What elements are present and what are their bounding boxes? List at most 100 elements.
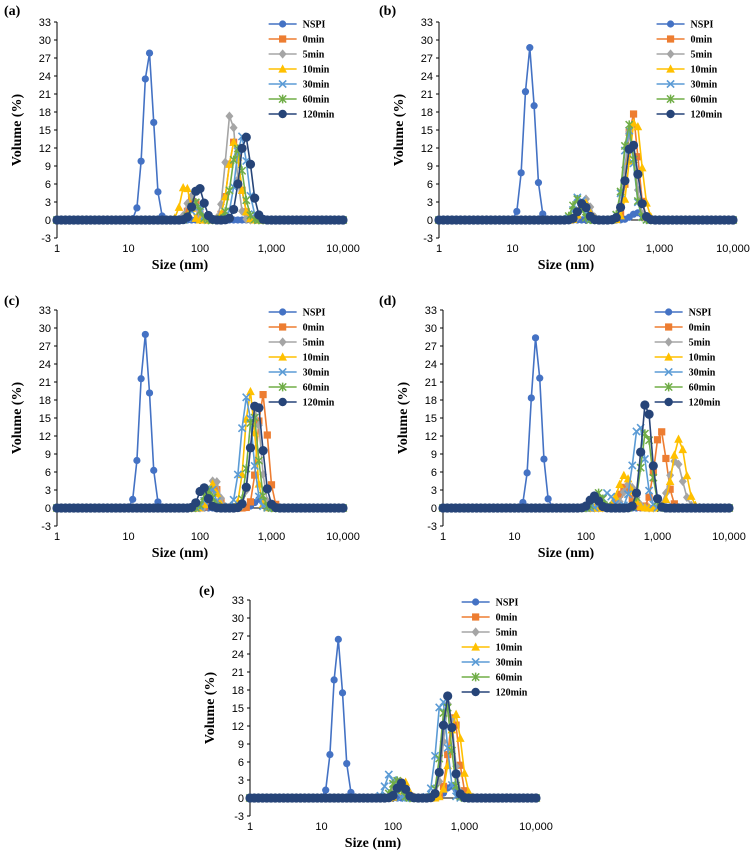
- y-tick-label: 15: [421, 125, 433, 137]
- y-tick-label: 27: [39, 53, 51, 65]
- y-tick-label: 3: [45, 485, 51, 497]
- data-point: [658, 428, 666, 436]
- legend-marker: [278, 367, 287, 377]
- data-point: [620, 483, 628, 491]
- y-tick-label: 18: [425, 395, 437, 407]
- data-point: [674, 434, 683, 443]
- legend-label: 30min: [303, 80, 330, 91]
- legend-marker: [278, 337, 287, 347]
- y-tick-label: 3: [431, 485, 437, 497]
- y-tick-label: 15: [232, 703, 244, 715]
- x-tick-label: 10: [506, 243, 518, 255]
- x-tick-label: 10,000: [712, 531, 746, 543]
- legend-entry-10min: 10min: [268, 352, 330, 364]
- y-tick-label: 6: [238, 757, 244, 769]
- series-line: [57, 52, 343, 221]
- legend-entry-5min: 5min: [461, 627, 518, 639]
- x-tick-label: 1: [436, 243, 442, 255]
- legend-entry-30min: 30min: [654, 368, 716, 379]
- y-tick-label: 12: [421, 143, 433, 155]
- legend-entry-120min: 120min: [268, 397, 335, 409]
- legend-entry-0min: 0min: [654, 323, 711, 334]
- legend-entry-5min: 5min: [654, 337, 711, 349]
- x-tick-label: 10: [508, 531, 520, 543]
- y-tick-label: 30: [39, 323, 51, 335]
- y-axis-title: Volume (%): [203, 672, 218, 745]
- x-tick-label: 10: [122, 531, 134, 543]
- data-point: [623, 490, 633, 499]
- data-point: [129, 495, 137, 503]
- data-point: [682, 470, 692, 480]
- legend-label: 10min: [496, 643, 523, 654]
- legend-label: NSPI: [496, 598, 519, 609]
- data-point: [267, 481, 276, 489]
- y-tick-label: 0: [45, 503, 51, 515]
- legend-label: 60min: [496, 673, 523, 684]
- data-point: [661, 494, 671, 503]
- y-axis-title: Volume (%): [392, 94, 407, 167]
- legend-marker: [666, 64, 675, 73]
- y-tick-label: 6: [431, 467, 437, 479]
- legend-marker: [278, 397, 287, 407]
- data-point: [678, 476, 687, 487]
- legend-entry-60min: 60min: [268, 383, 330, 394]
- data-point: [628, 140, 639, 150]
- legend-marker: [666, 109, 675, 119]
- chart-svg-d: -3 0 3 6 9 12 15 18 21 24 27 30 33 1 10 100 1,000 10,000 S…: [396, 305, 746, 561]
- y-tick-label: 33: [39, 305, 51, 317]
- data-point: [137, 157, 145, 165]
- legend-label: 0min: [303, 323, 325, 334]
- data-point: [263, 431, 271, 439]
- legend-marker: [278, 64, 287, 73]
- chart-panel-d: (d) -3 0 3 6 9 12 15 18 21 24 27 30 33 1 10 100 1,000 10,…: [377, 288, 753, 574]
- legend-entry-5min: 5min: [656, 49, 713, 61]
- legend-label: 0min: [689, 323, 711, 334]
- data-point: [229, 123, 238, 133]
- data-point: [670, 450, 679, 459]
- data-point: [229, 204, 239, 215]
- x-tick-label: 10,000: [519, 821, 553, 833]
- data-point: [258, 446, 268, 456]
- legend-marker: [471, 687, 480, 697]
- panel-label: (c): [4, 294, 20, 309]
- data-point: [237, 185, 247, 194]
- legend-label: 5min: [303, 50, 325, 61]
- legend-label: 5min: [691, 50, 713, 61]
- data-point: [208, 479, 217, 488]
- series-120min: [245, 691, 541, 803]
- y-tick-label: 24: [425, 359, 437, 371]
- y-tick-label: 33: [421, 17, 433, 29]
- y-tick-label: 6: [45, 179, 51, 191]
- data-point: [439, 784, 448, 793]
- data-point: [221, 207, 230, 216]
- data-point: [217, 493, 225, 503]
- legend-label: 10min: [691, 65, 718, 76]
- data-point: [619, 470, 629, 480]
- data-point: [653, 436, 662, 444]
- data-point: [322, 786, 330, 794]
- y-tick-label: 18: [39, 395, 51, 407]
- data-point: [572, 207, 582, 217]
- data-point: [434, 767, 444, 777]
- legend-entry-10min: 10min: [268, 64, 330, 76]
- x-tick-label: 100: [384, 821, 402, 833]
- data-point: [150, 466, 158, 474]
- data-point: [724, 503, 734, 513]
- legend-label: NSPI: [303, 20, 326, 31]
- legend-entry-120min: 120min: [461, 687, 528, 699]
- y-tick-label: 18: [232, 685, 244, 697]
- data-point: [229, 495, 238, 504]
- series-120min: [438, 400, 734, 513]
- data-point: [259, 391, 267, 399]
- data-point: [229, 137, 238, 146]
- legend-entry-30min: 30min: [268, 80, 330, 91]
- data-point: [523, 469, 531, 477]
- legend-label: 5min: [689, 338, 711, 349]
- x-tick-label: 10: [122, 243, 134, 255]
- legend-marker: [666, 20, 675, 28]
- legend-label: 120min: [496, 688, 528, 699]
- data-point: [258, 491, 268, 501]
- data-point: [237, 143, 247, 154]
- y-tick-label: 21: [39, 89, 51, 101]
- data-point: [174, 202, 184, 211]
